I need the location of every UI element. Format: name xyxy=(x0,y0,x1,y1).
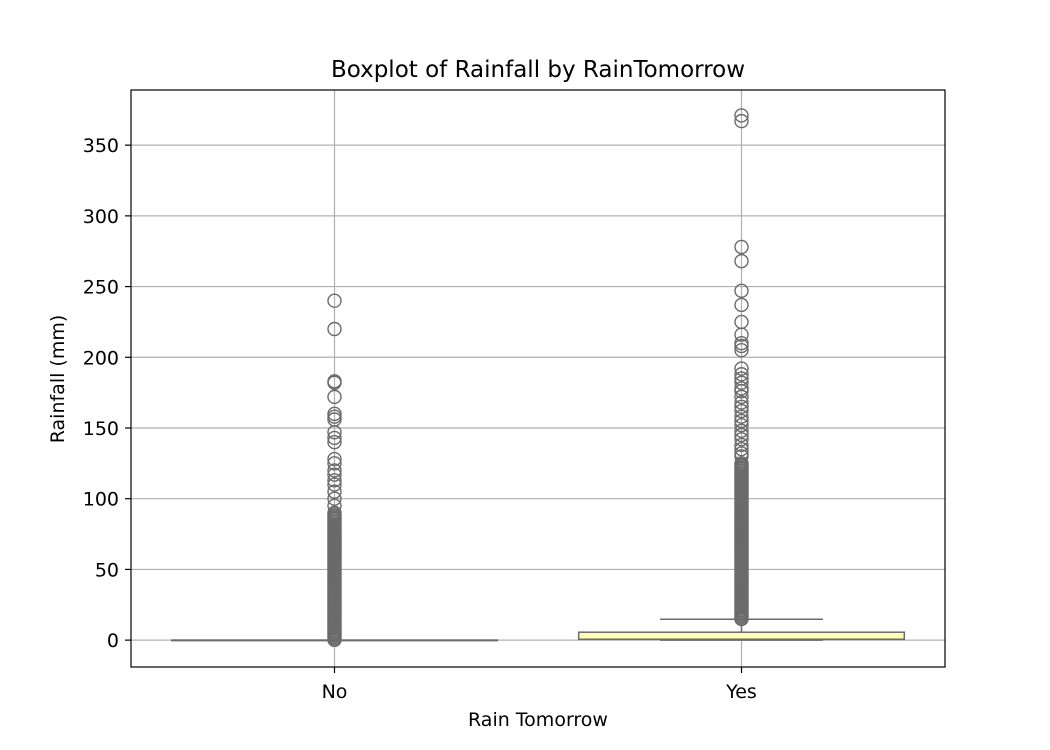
y-tick-label: 150 xyxy=(83,418,119,440)
outlier-point xyxy=(734,239,749,255)
y-tick-label: 250 xyxy=(83,277,119,299)
outlier-point xyxy=(327,375,342,390)
outlier-point xyxy=(734,403,749,419)
y-tick-label: 100 xyxy=(83,489,119,511)
y-axis: 0 50 100 150 200 250 300 350 xyxy=(83,135,131,652)
y-tick-label: 200 xyxy=(83,347,119,369)
outlier-point xyxy=(327,473,342,488)
outlier-point xyxy=(734,338,749,354)
outlier-point xyxy=(734,113,749,129)
y-tick-label: 50 xyxy=(95,559,119,581)
outlier-point xyxy=(327,451,342,467)
outlier-point xyxy=(327,321,342,337)
outlier-point xyxy=(327,505,342,521)
outlier-point xyxy=(734,367,749,382)
outlier-point xyxy=(734,108,749,123)
outlier-point xyxy=(327,430,342,446)
x-tick-label: Yes xyxy=(725,681,757,703)
outlier-point xyxy=(327,456,342,471)
outlier-point xyxy=(327,425,342,440)
outlier-point xyxy=(734,437,749,453)
x-axis: No Yes xyxy=(322,667,757,703)
box-group-no xyxy=(170,293,499,648)
outlier-point xyxy=(734,327,749,342)
outlier-point xyxy=(734,297,749,313)
outlier-point xyxy=(734,253,749,269)
box-iqr xyxy=(577,631,906,641)
grid-lines xyxy=(131,90,945,667)
outlier-point xyxy=(734,427,749,443)
outlier-point xyxy=(734,389,749,405)
box-group-yes xyxy=(577,108,906,641)
outlier-point xyxy=(734,449,749,464)
chart-title: Boxplot of Rainfall by RainTomorrow xyxy=(331,57,745,83)
outlier-point xyxy=(734,399,749,414)
outlier-point xyxy=(327,467,342,482)
outlier-point xyxy=(327,293,342,308)
x-axis-title: Rain Tomorrow xyxy=(468,709,608,731)
outlier-point xyxy=(734,409,749,424)
y-tick-label: 0 xyxy=(107,630,119,652)
outlier-point xyxy=(734,442,749,457)
box-layer xyxy=(170,108,906,648)
y-tick-label: 300 xyxy=(83,206,119,228)
outlier-point xyxy=(734,343,749,358)
outlier-point xyxy=(327,463,342,478)
outlier-point xyxy=(734,384,749,399)
outlier-point xyxy=(327,389,342,405)
outlier-point xyxy=(734,375,749,390)
plot-frame xyxy=(130,89,946,668)
outlier-point xyxy=(327,498,342,513)
outlier-point xyxy=(327,434,342,450)
outlier-point xyxy=(734,413,749,429)
outlier-point xyxy=(734,395,749,410)
y-axis-title: Rainfall (mm) xyxy=(47,315,69,444)
y-tick-label: 350 xyxy=(83,135,119,157)
outlier-point xyxy=(327,477,342,492)
outlier-point xyxy=(734,456,749,471)
outlier-point xyxy=(734,432,749,447)
outlier-point xyxy=(734,283,749,299)
outlier-point xyxy=(327,491,342,506)
outlier-point xyxy=(734,361,749,376)
outlier-point xyxy=(327,484,342,499)
x-tick-label: No xyxy=(322,681,348,703)
outlier-point xyxy=(734,423,749,439)
outlier-point xyxy=(734,417,749,433)
